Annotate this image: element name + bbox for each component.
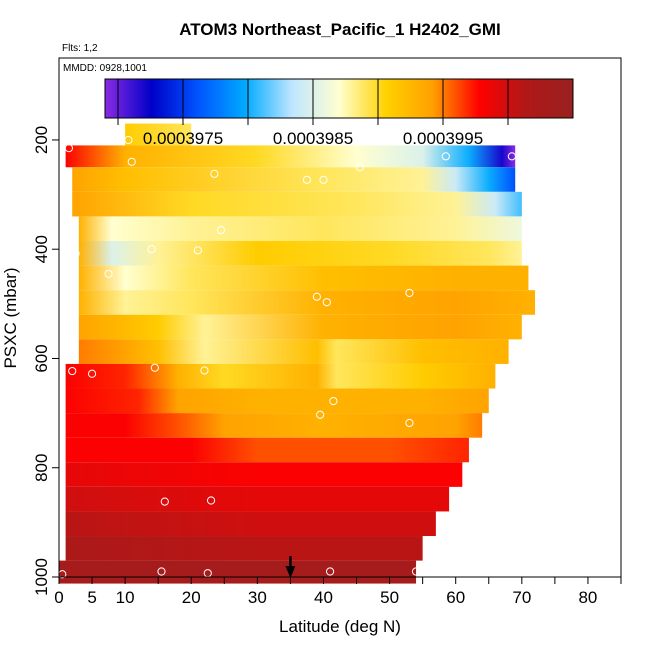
heatmap-row	[72, 167, 516, 192]
colorbar-tick-label: 0.0003985	[273, 129, 353, 148]
sample-point	[124, 135, 133, 145]
x-tick-label: 0	[54, 588, 63, 607]
heatmap-row	[65, 486, 450, 512]
colorbar-gradient	[104, 78, 574, 119]
heatmap-row	[65, 462, 463, 487]
heatmap-row	[65, 536, 423, 561]
plot-area	[58, 57, 622, 584]
x-tick-label: 40	[314, 588, 333, 607]
sample-point	[319, 175, 328, 184]
plot-frame	[58, 57, 622, 578]
sample-point	[312, 292, 321, 301]
y-tick-label: 400	[32, 235, 51, 263]
flights-label: Flts: 1,2	[62, 43, 98, 54]
x-tick-label: 5	[87, 588, 96, 607]
x-tick-label: 80	[578, 588, 597, 607]
sample-point	[127, 157, 136, 166]
heatmap-row	[78, 265, 529, 291]
sample-point	[329, 396, 338, 406]
heatmap-row	[59, 560, 417, 584]
heatmap-row	[65, 388, 489, 414]
colorbar: 0.0003975 0.0003985 0.0003995	[104, 78, 574, 148]
marker-arrow-head	[285, 566, 296, 578]
sample-point	[411, 567, 421, 576]
sample-point	[104, 269, 113, 278]
heatmap-row	[78, 216, 522, 242]
heatmap-row	[65, 437, 469, 463]
y-tick-label: 1000	[32, 558, 51, 596]
chart-title: ATOM3 Northeast_Pacific_1 H2402_GMI	[179, 20, 501, 39]
sample-point	[71, 249, 80, 258]
sample-point	[87, 369, 97, 378]
colorbar-tick-label: 0.0003975	[143, 129, 223, 148]
sample-point	[210, 169, 219, 178]
heatmap-row	[65, 511, 436, 537]
x-tick-label: 30	[248, 588, 267, 607]
x-tick-label: 50	[380, 588, 399, 607]
heatmap-row	[78, 339, 509, 364]
x-tick-label: 20	[182, 588, 201, 607]
sample-point	[150, 363, 159, 372]
heatmap-row	[72, 191, 522, 217]
heatmap-row	[65, 413, 483, 438]
heatmap-row	[78, 241, 522, 266]
sample-point	[325, 567, 335, 576]
sample-point	[193, 246, 202, 255]
sample-point	[200, 366, 209, 375]
heatmap-row	[78, 290, 536, 315]
x-tick-label: 10	[116, 588, 135, 607]
sample-point	[405, 288, 414, 298]
x-tick-label: 60	[446, 588, 465, 607]
sample-point	[405, 418, 414, 428]
sample-point	[160, 497, 169, 506]
sample-point	[507, 152, 517, 161]
sample-point	[316, 410, 325, 419]
sample-point	[147, 245, 156, 254]
axes: 0 5 10 20 30 40 50 60 70 80 200 400 600 800 1000	[32, 126, 622, 607]
y-tick-label: 800	[32, 454, 51, 482]
sample-point	[322, 298, 331, 307]
x-tick-label: 70	[512, 588, 531, 607]
sample-point	[216, 225, 226, 235]
colorbar-tick-label: 0.0003995	[403, 129, 483, 148]
heatmap-row	[65, 363, 496, 389]
x-axis-label: Latitude (deg N)	[279, 617, 401, 636]
sample-point	[302, 175, 312, 184]
sample-point	[157, 567, 166, 576]
sample-point	[441, 152, 450, 161]
sample-point	[68, 366, 77, 376]
heatmap-row	[125, 123, 192, 146]
heatmap-row	[65, 145, 516, 168]
sample-point	[206, 496, 216, 505]
date-label: MMDD: 0928,1001	[63, 63, 147, 74]
y-tick-label: 600	[32, 344, 51, 372]
sample-point	[355, 163, 364, 172]
y-tick-label: 200	[32, 126, 51, 154]
sample-point	[64, 144, 74, 153]
heatmap-row	[78, 314, 522, 340]
y-axis-label: PSXC (mbar)	[1, 267, 20, 368]
